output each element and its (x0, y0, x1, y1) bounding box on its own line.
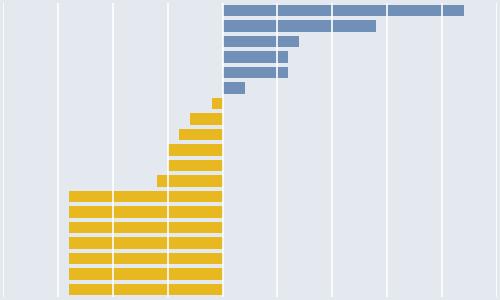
Bar (168, 144, 222, 156)
Bar (68, 191, 222, 202)
Bar (222, 51, 288, 63)
Bar (168, 160, 222, 171)
Bar (222, 5, 464, 16)
Bar (68, 206, 222, 218)
Bar (68, 222, 222, 233)
Bar (190, 113, 222, 124)
Bar (178, 129, 222, 140)
Bar (212, 98, 222, 109)
Bar (222, 67, 288, 78)
Bar (68, 253, 222, 264)
Bar (68, 237, 222, 249)
Bar (222, 82, 244, 94)
Bar (68, 284, 222, 295)
Bar (156, 176, 222, 187)
Bar (222, 20, 376, 32)
Bar (222, 36, 300, 47)
Bar (68, 268, 222, 280)
